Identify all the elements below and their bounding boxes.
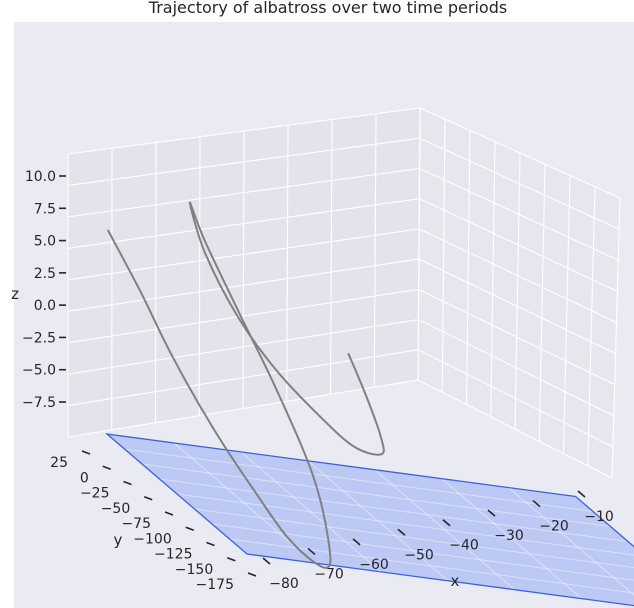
plane-grid-line [240, 451, 382, 573]
plane-surface [107, 434, 634, 606]
x-axis-tick [397, 528, 406, 536]
plane-grid-line [141, 463, 611, 528]
x-axis-label: x [451, 572, 460, 590]
y-axis-tick-label: 25 [50, 455, 68, 471]
grid-line-horizontal [67, 167, 619, 261]
plane-grid-line [159, 478, 629, 543]
y-axis-label: y [114, 531, 123, 549]
y-axis-tick [143, 496, 153, 501]
grid-line-side-vertical [514, 152, 521, 430]
x-axis-tick-label: −30 [494, 528, 524, 544]
grid-line-back-vertical [286, 125, 289, 402]
z-axis-label: z [11, 285, 19, 303]
grid-line-horizontal [67, 349, 614, 448]
grid-line-side-vertical [465, 130, 471, 405]
x-axis-tick-label: −80 [269, 576, 299, 592]
grid-line-back-vertical [198, 136, 201, 416]
x-axis-tick-label: −60 [359, 557, 389, 573]
z-axis-tick-label: −5.0 [22, 363, 56, 379]
plane-grid-line [441, 478, 583, 600]
x-axis-tick-label: −70 [314, 566, 344, 582]
plane-grid-line [124, 448, 594, 513]
plane-grid-line [307, 460, 449, 582]
x-axis-tick [307, 547, 316, 556]
grid-line-horizontal [67, 258, 616, 355]
y-axis-tick-label: −175 [196, 577, 234, 593]
grid-line-side-vertical [441, 119, 446, 393]
y-axis-tick-label: −50 [101, 501, 131, 517]
grid-line-side-vertical [562, 175, 571, 454]
y-axis-tick-label: −75 [121, 516, 151, 532]
grid-line-side-vertical [611, 197, 621, 479]
grid-line-horizontal [67, 318, 615, 417]
grid-line-side-vertical [538, 164, 546, 442]
z-axis-tick-label: 7.5 [34, 201, 56, 217]
x-axis-tick [352, 538, 361, 546]
x-axis-tick [577, 490, 586, 498]
z-axis-tick-label: 0.0 [34, 298, 56, 314]
x-axis-tick-label: −20 [539, 519, 569, 535]
plane-grid-line [194, 508, 634, 569]
plane-grid-line [173, 442, 315, 564]
series-line-trajectory [106, 201, 385, 569]
x-axis-tick [262, 557, 271, 565]
grid-line-horizontal [67, 288, 615, 386]
grid-line-horizontal [67, 379, 613, 479]
plane-grid-line [508, 487, 634, 596]
y-axis-tick-label: −150 [175, 562, 213, 578]
grid-line-back-vertical [373, 113, 377, 388]
y-axis-tick [247, 572, 257, 577]
plane-edge [104, 433, 634, 607]
y-axis-tick [206, 541, 215, 547]
grid-line-back-vertical [154, 142, 157, 423]
grid-line-horizontal [67, 137, 620, 230]
ticks-layer: 10.07.55.02.50.0−2.5−5.0−7.5250−25−50−75… [22, 169, 614, 593]
grid-line-back-vertical [242, 130, 245, 409]
x-axis-tick [487, 509, 496, 517]
y-axis-tick-label: −25 [80, 486, 110, 502]
grid-line-horizontal [67, 198, 618, 292]
y-axis-tick [226, 557, 236, 562]
plane-grid-line [374, 469, 516, 591]
y-axis-tick [123, 480, 132, 486]
y-axis-tick [164, 511, 174, 516]
grid-line-side-vertical [490, 141, 496, 417]
z-axis-tick-label: 2.5 [34, 266, 56, 282]
y-axis-tick-label: −125 [154, 547, 192, 563]
y-axis-tick [185, 526, 195, 531]
y-axis-tick-label: −100 [133, 531, 171, 547]
grid-line-side-vertical [587, 186, 596, 466]
x-axis-tick-label: −50 [404, 547, 434, 563]
z-axis-tick-label: 10.0 [25, 169, 56, 185]
x-axis-tick-label: −10 [584, 509, 614, 525]
grid-line-horizontal [67, 107, 621, 199]
grid-line-horizontal [67, 228, 617, 323]
grid-line-side-vertical [417, 107, 421, 381]
chart-title: Trajectory of albatross over two time pe… [148, 0, 507, 17]
z-axis-tick-label: −7.5 [22, 395, 56, 411]
z-axis-tick-label: 5.0 [34, 234, 56, 250]
z-axis-tick-label: −2.5 [22, 330, 56, 346]
grid-line-back-vertical [329, 119, 333, 395]
x-axis-tick [532, 499, 541, 508]
y-axis-tick [102, 465, 112, 470]
y-axis-tick-label: 0 [80, 470, 89, 486]
plane-grid-line [211, 523, 634, 581]
plane-grid-line [176, 493, 634, 556]
grid-lines [67, 107, 621, 479]
x-axis-tick-label: −40 [449, 538, 479, 554]
plane-layer [104, 433, 634, 607]
y-axis-tick [81, 450, 91, 455]
plane-grid-line [229, 538, 634, 594]
x-axis-tick [442, 519, 451, 527]
